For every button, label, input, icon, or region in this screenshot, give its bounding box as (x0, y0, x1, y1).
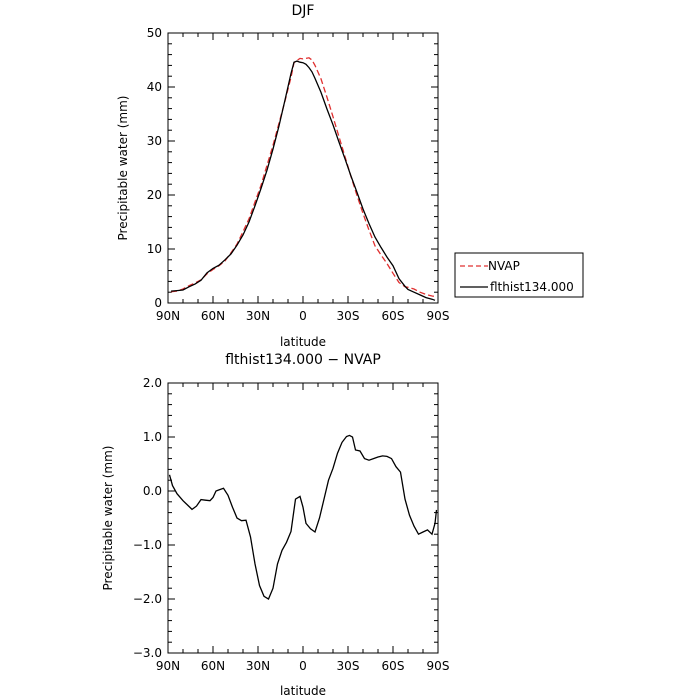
series-line-nvap (170, 57, 436, 298)
plot-area-bottom: 90N 60N 30N 0 30S 60S 90S −3.0 −2.0 −1.0 0.0 1.0 2.0 (133, 376, 450, 673)
x-tick-label: 30N (246, 309, 270, 323)
panel-djf: DJF latitude Precipitable water (mm) 90N… (116, 3, 584, 349)
y-tick-label: −2.0 (133, 592, 162, 606)
legend-label-nvap: NVAP (488, 259, 520, 273)
y-tick-label: 10 (147, 242, 162, 256)
series-line-difference (168, 434, 438, 600)
x-axis-label-bottom: latitude (280, 684, 326, 698)
x-tick-label: 90S (427, 309, 450, 323)
x-tick-label: 60N (201, 309, 225, 323)
x-tick-label: 0 (299, 659, 307, 673)
legend-box (454, 252, 584, 298)
y-tick-label: 50 (147, 26, 162, 40)
y-tick-label: 0.0 (143, 484, 162, 498)
y-tick-label: 40 (147, 80, 162, 94)
y-tick-label: 2.0 (143, 376, 162, 390)
y-tick-label: −1.0 (133, 538, 162, 552)
x-tick-label: 30S (337, 659, 360, 673)
y-tick-label: −3.0 (133, 646, 162, 660)
plot-frame (167, 382, 439, 654)
x-tick-label: 90N (156, 309, 180, 323)
y-axis-label-bottom: Precipitable water (mm) (101, 446, 115, 591)
y-tick-label: 30 (147, 134, 162, 148)
x-tick-label: 60S (382, 659, 405, 673)
panel-difference: flthist134.000 − NVAP latitude Precipita… (101, 352, 449, 698)
chart-title-djf: DJF (292, 3, 315, 19)
y-tick-label: 0 (154, 296, 162, 310)
x-tick-label: 30N (246, 659, 270, 673)
plot-frame (167, 32, 439, 304)
x-tick-label: 90S (427, 659, 450, 673)
plot-area-top: 90N 60N 30N 0 30S 60S 90S 0 10 20 30 40 50 (147, 26, 450, 323)
x-tick-label: 0 (299, 309, 307, 323)
legend: NVAP flthist134.000 (454, 252, 584, 298)
x-tick-label: 30S (337, 309, 360, 323)
chart-title-difference: flthist134.000 − NVAP (225, 352, 381, 368)
y-tick-label: 1.0 (143, 430, 162, 444)
x-tick-label: 60N (201, 659, 225, 673)
series-line-flthist134-000 (170, 60, 436, 301)
legend-label-flthist: flthist134.000 (490, 280, 574, 294)
y-tick-label: 20 (147, 188, 162, 202)
y-axis-label-top: Precipitable water (mm) (116, 96, 130, 241)
x-tick-label: 60S (382, 309, 405, 323)
x-axis-label-top: latitude (280, 335, 326, 349)
x-tick-label: 90N (156, 659, 180, 673)
